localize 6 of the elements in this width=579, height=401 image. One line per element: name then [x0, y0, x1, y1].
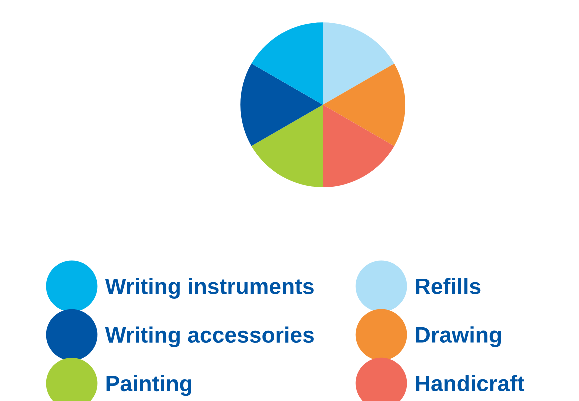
legend-label: Painting: [106, 375, 192, 396]
legend-label: Refills: [416, 278, 481, 294]
legend-label: Drawing: [416, 326, 502, 348]
legend-label: Writing accessories: [105, 326, 314, 348]
legend-label: Handicraft: [416, 375, 525, 392]
legend-label: Writing instruments: [105, 278, 314, 299]
